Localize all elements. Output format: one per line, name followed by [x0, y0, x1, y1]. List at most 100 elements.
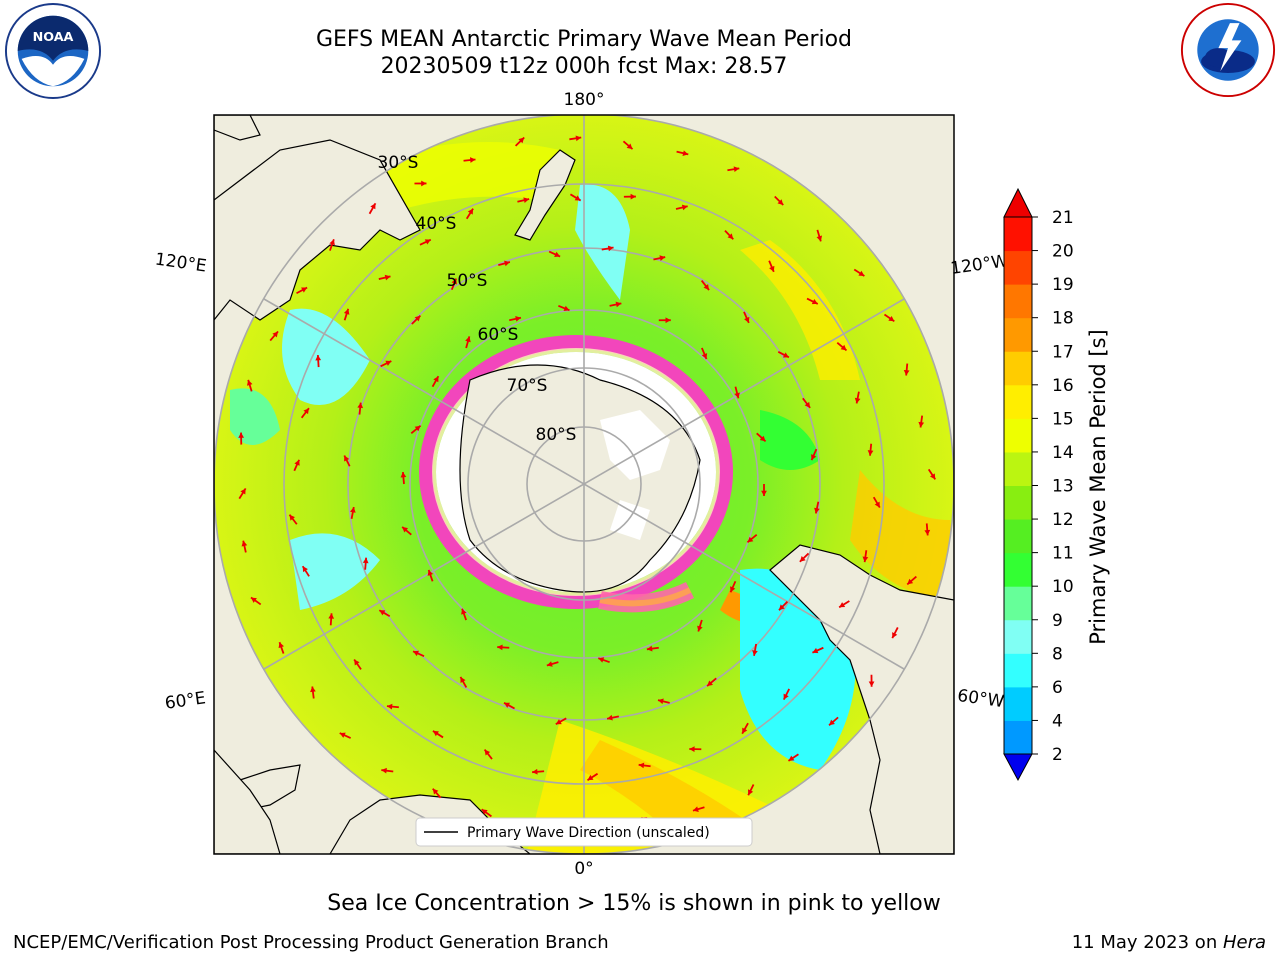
wave-arrow-head: [303, 408, 309, 415]
wave-arrow-head: [730, 586, 736, 593]
wave-arrow-head: [414, 315, 421, 322]
colorbar-segment: [1004, 284, 1032, 319]
wave-arrow-head: [587, 774, 594, 781]
colorbar-tick-label: 4: [1052, 711, 1063, 731]
colorbar-tick-label: 13: [1052, 477, 1074, 497]
wave-arrow-head: [272, 331, 279, 338]
wave-arrow-head: [555, 719, 562, 725]
wave-arrow-head: [241, 540, 248, 547]
wave-arrow-head: [811, 298, 818, 305]
wave-arrow-head: [424, 239, 431, 245]
sea-ice-caption: Sea Ice Concentration > 15% is shown in …: [327, 891, 941, 916]
wave-arrow-head: [518, 137, 525, 144]
colorbar-segment: [1004, 653, 1032, 688]
colorbar-segment: [1004, 586, 1032, 621]
wave-arrow-head: [497, 644, 503, 651]
wave-arrow-head: [461, 608, 467, 615]
lat-label-50s: 50°S: [447, 271, 488, 291]
colorbar-tick-label: 20: [1052, 242, 1074, 262]
wave-arrow-head: [703, 284, 710, 291]
wave-arrow-head: [903, 369, 910, 376]
lon-label-0: 0°: [574, 859, 593, 879]
wave-arrow-head: [692, 806, 699, 812]
wave-arrow-head: [888, 315, 895, 322]
wave-arrow-head: [777, 199, 784, 205]
wave-arrow-head: [575, 135, 582, 142]
wave-arrow-head: [294, 459, 300, 466]
wave-arrow-head: [240, 488, 246, 495]
wave-arrow-head: [400, 472, 407, 478]
national-weather-service-logo: [1180, 2, 1276, 98]
map-border: [213, 114, 955, 855]
wave-arrow-head: [315, 355, 322, 361]
lon-label-60e: 60°E: [164, 688, 207, 713]
colorbar-tick-label: 8: [1052, 644, 1063, 664]
lon-label-120w: 120°W: [949, 251, 1009, 279]
wave-arrow-head: [328, 613, 335, 619]
wave-arrow-head: [929, 473, 936, 480]
wave-arrow-head: [301, 287, 308, 293]
wave-arrow-head: [682, 150, 689, 156]
wave-arrow-head: [638, 762, 645, 769]
wave-arrow-head: [427, 569, 434, 576]
wave-arrow-head: [630, 193, 636, 200]
wave-arrow-head: [759, 435, 766, 442]
wave-arrow-head: [814, 507, 820, 514]
colorbar-segment: [1004, 418, 1032, 453]
graticule: [214, 115, 954, 854]
wave-arrow-head: [607, 714, 613, 721]
colorbar-segment: [1004, 217, 1032, 252]
lat-label-30s: 30°S: [378, 153, 419, 173]
wave-arrow-head: [481, 809, 488, 815]
wave-arrow-head: [607, 245, 614, 252]
wave-arrow-head: [747, 536, 754, 543]
lon-label-180: 180°: [564, 90, 605, 110]
wave-arrow-head: [451, 278, 457, 285]
wave-arrow-head: [467, 208, 474, 215]
colorbar-under-arrow: [1003, 753, 1033, 782]
wave-arrow-head: [523, 197, 530, 204]
wave-arrow-head: [907, 578, 914, 585]
wave-arrow-head: [811, 454, 817, 461]
wave-arrow-head: [659, 255, 666, 261]
wave-arrow-head: [329, 239, 335, 246]
footer-date: 11 May 2023 on Hera: [1072, 932, 1266, 953]
wave-arrow-head: [515, 316, 521, 322]
noaa-logo: NOAA: [4, 2, 102, 100]
colorbar-segment: [1004, 619, 1032, 654]
wave-arrow-head: [858, 270, 865, 276]
map-frame: Primary Wave Direction (unscaled): [214, 115, 954, 854]
latitude-labels: 30°S 40°S 50°S 60°S 70°S 80°S: [378, 153, 577, 445]
wave-arrow-head: [839, 602, 846, 608]
wave-arrow-head: [646, 645, 653, 652]
wave-arrow-head: [343, 308, 350, 315]
colorbar-tick-label: 19: [1052, 275, 1074, 295]
wave-arrow-head: [752, 650, 758, 656]
colorbar-tick-label: 14: [1052, 443, 1074, 463]
colorbar-segment: [1004, 250, 1032, 285]
colorbar-over-arrow: [1003, 187, 1033, 218]
wave-arrow-head: [733, 166, 740, 173]
wave-arrow-head: [460, 676, 466, 683]
wave-arrow-head: [421, 180, 427, 187]
wave-arrow-head: [385, 360, 392, 366]
wave-arrow-head: [804, 401, 811, 408]
lon-label-60w: 60°W: [956, 686, 1005, 712]
wave-arrow-head: [402, 526, 409, 533]
colorbar-segment: [1004, 519, 1032, 554]
colorbar-tick-label: 6: [1052, 678, 1063, 698]
wave-arrow-head: [384, 274, 391, 281]
wave-arrow-head: [302, 566, 308, 573]
wave-arrow-head: [681, 204, 688, 211]
wave-arrow-head: [289, 514, 295, 521]
wave-arrow-head: [924, 529, 931, 536]
lat-label-80s: 80°S: [536, 425, 577, 445]
wave-arrow-head: [504, 260, 510, 267]
colorbar-segment: [1004, 351, 1032, 386]
wave-arrow-head: [862, 556, 869, 563]
wave-arrow-head: [413, 650, 420, 657]
title-line-1: GEFS MEAN Antarctic Primary Wave Mean Pe…: [315, 27, 853, 52]
wave-arrow-head: [598, 657, 605, 663]
colorbar-segment: [1004, 552, 1032, 587]
